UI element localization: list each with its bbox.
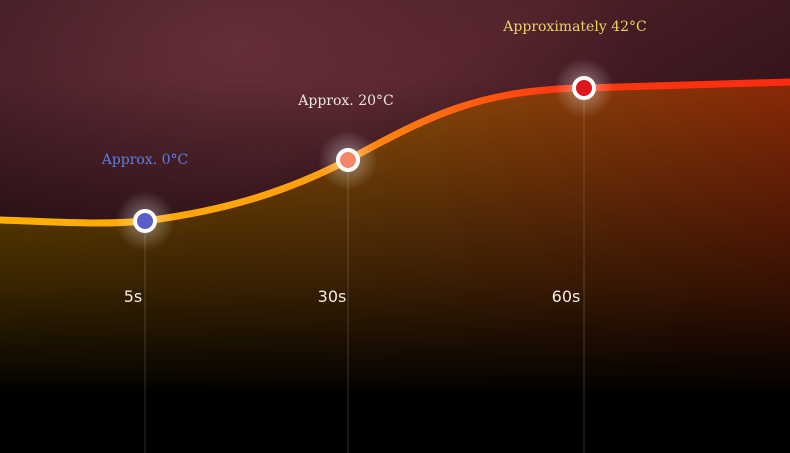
point: Approx. 20°C 30s bbox=[297, 93, 393, 306]
point-dot bbox=[137, 213, 153, 229]
point: Approx. 0°C 5s bbox=[101, 152, 189, 306]
time-label: 5s bbox=[124, 287, 143, 306]
curve bbox=[0, 78, 790, 227]
temp-label: Approximately 42°C bbox=[502, 19, 646, 35]
time-label: 30s bbox=[318, 287, 347, 306]
temp-label: Approx. 20°C bbox=[297, 93, 393, 109]
guides bbox=[144, 88, 585, 453]
point: Approximately 42°C 60s bbox=[502, 19, 646, 306]
time-label: 60s bbox=[552, 287, 581, 306]
point-dot bbox=[576, 80, 592, 96]
area-fade bbox=[0, 80, 790, 453]
point-dot bbox=[340, 152, 356, 168]
temp-label: Approx. 0°C bbox=[101, 152, 189, 168]
